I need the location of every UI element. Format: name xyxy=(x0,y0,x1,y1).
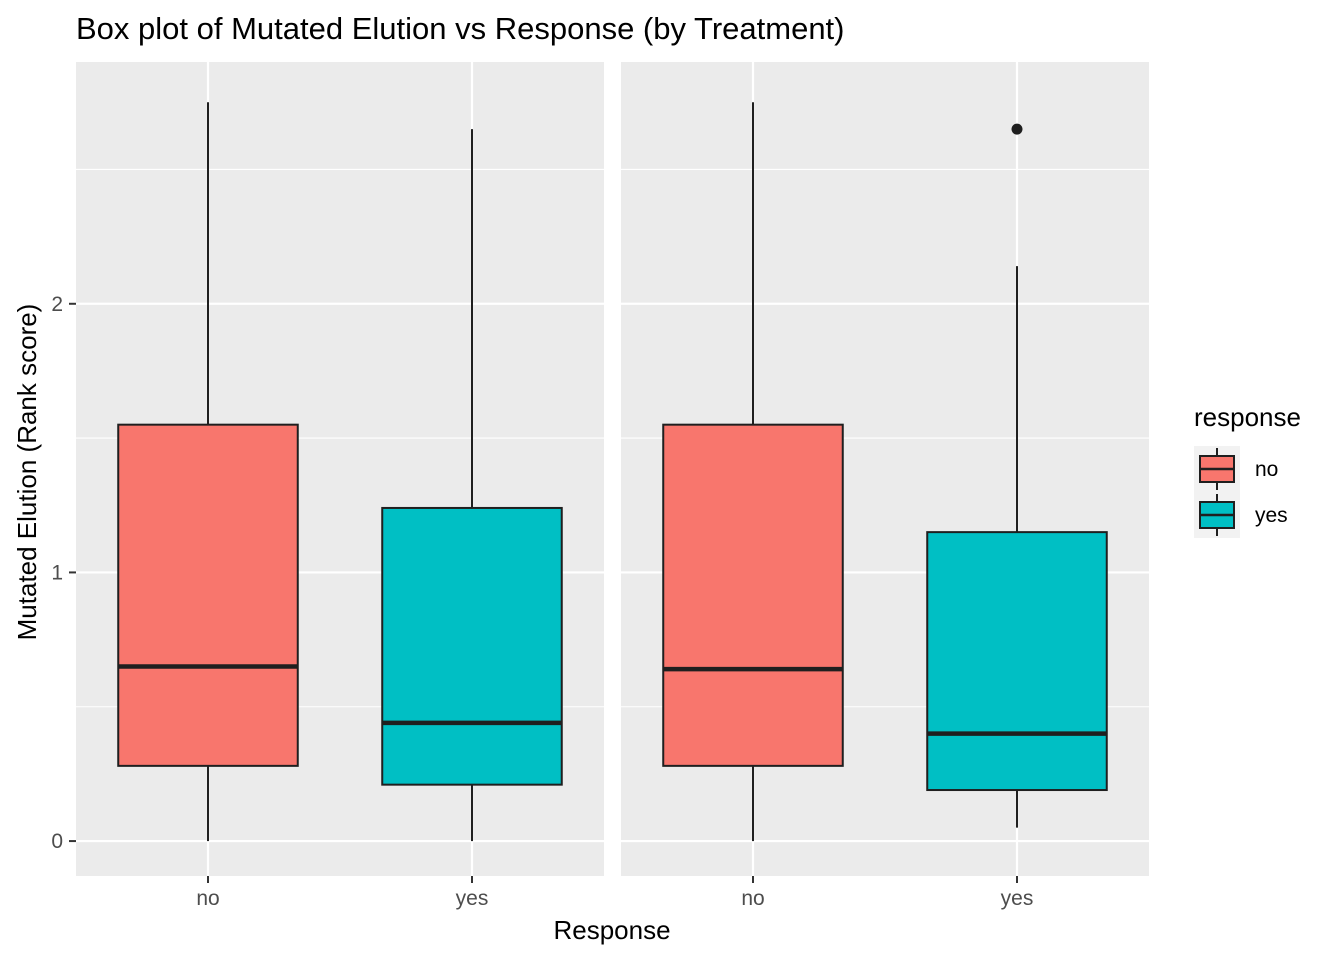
box-no xyxy=(662,102,844,842)
y-axis-label: Mutated Elution (Rank score) xyxy=(12,304,42,641)
box-yes xyxy=(381,129,563,842)
box-iqr xyxy=(926,531,1108,792)
legend-label: no xyxy=(1255,458,1278,481)
legend-item-yes: yes xyxy=(1194,492,1288,538)
outlier-point xyxy=(1011,123,1023,135)
x-axis-label: Response xyxy=(553,915,670,945)
y-tick-label: 0 xyxy=(51,830,63,853)
box-iqr xyxy=(117,423,299,767)
x-tick-label: no xyxy=(196,887,219,910)
box-iqr xyxy=(381,506,563,786)
box-iqr xyxy=(662,423,844,767)
legend-title: response xyxy=(1194,402,1301,432)
legend-label: yes xyxy=(1255,504,1288,527)
panel-1: no yes xyxy=(76,62,604,910)
x-tick-label: no xyxy=(741,887,764,910)
box-yes xyxy=(926,123,1108,828)
legend: response no yes xyxy=(1194,402,1301,538)
panel-2: no yes xyxy=(621,62,1149,910)
panels-layer: no yes no yes xyxy=(76,62,1149,910)
x-tick-label: yes xyxy=(1001,887,1034,910)
y-axis: 0 1 2 xyxy=(51,293,76,853)
legend-item-no: no xyxy=(1194,446,1278,492)
box-no xyxy=(117,102,299,842)
chart-title: Box plot of Mutated Elution vs Response … xyxy=(76,11,845,46)
x-tick-label: yes xyxy=(456,887,489,910)
y-tick-label: 2 xyxy=(51,293,63,316)
y-tick-label: 1 xyxy=(51,561,63,584)
